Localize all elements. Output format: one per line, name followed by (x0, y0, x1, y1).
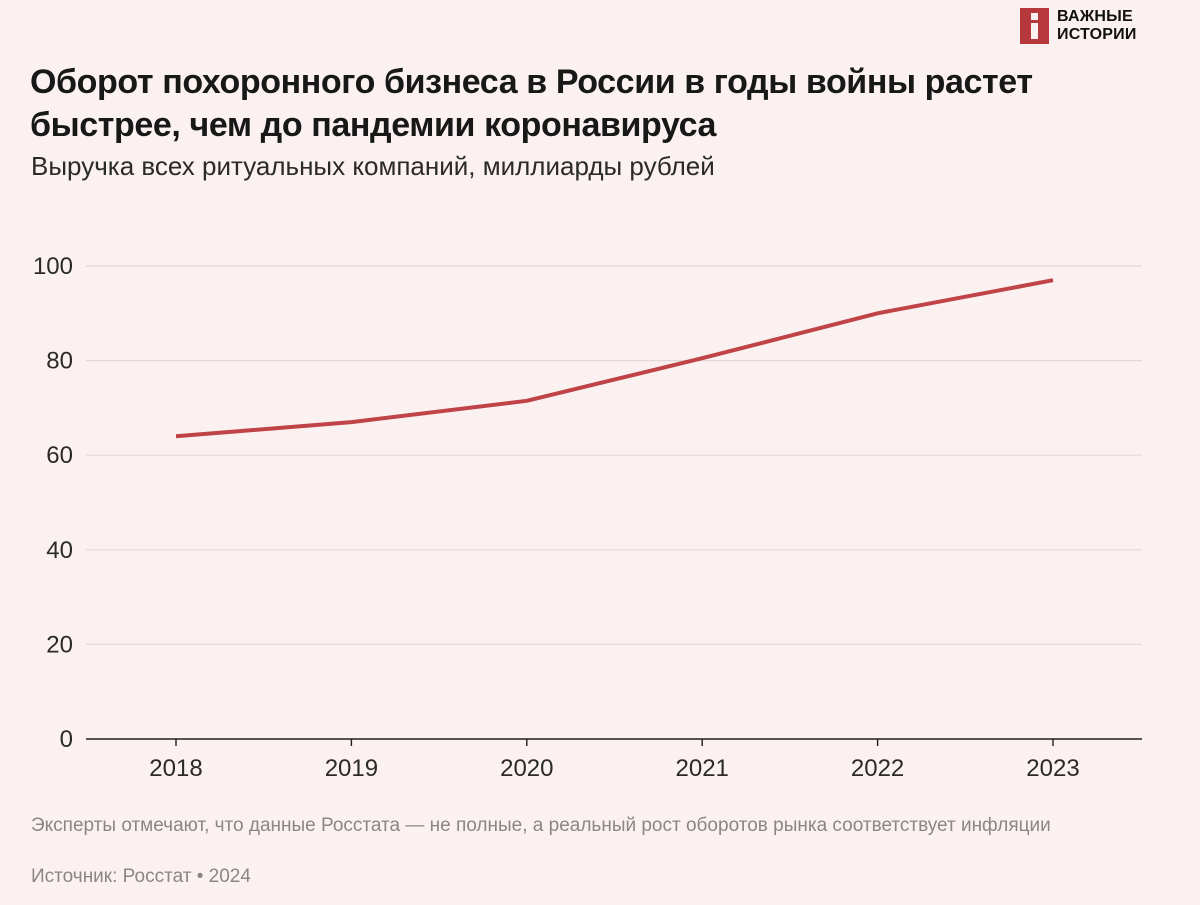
y-axis-labels: 0 20 40 60 80 100 (33, 253, 73, 753)
series-line-0 (175, 278, 1054, 439)
x-axis (86, 738, 1142, 746)
info-icon (1020, 8, 1049, 44)
source-note: Источник: Росстат • 2024 (31, 866, 251, 887)
x-tick-label-2021: 2021 (676, 755, 729, 782)
brand-logo-line2: ИСТОРИИ (1057, 26, 1137, 43)
y-tick-label-0: 0 (60, 726, 73, 753)
y-tick-label-20: 20 (46, 631, 73, 658)
x-tick-label-2022: 2022 (851, 755, 904, 782)
y-tick-label-40: 40 (46, 537, 73, 564)
x-tick-label-2018: 2018 (149, 755, 202, 782)
footnote: Эксперты отмечают, что данные Росстата —… (31, 815, 1051, 836)
gridlines (86, 265, 1142, 646)
y-tick-label-80: 80 (46, 348, 73, 375)
chart-title: Оборот похоронного бизнеса в России в го… (30, 63, 1033, 144)
chart-subtitle: Выручка всех ритуальных компаний, миллиа… (31, 151, 715, 181)
x-tick-label-2019: 2019 (325, 755, 378, 782)
brand-logo-line1: ВАЖНЫЕ (1057, 8, 1133, 25)
brand-logo: ВАЖНЫЕ ИСТОРИИ (1020, 8, 1172, 48)
y-tick-label-100: 100 (33, 253, 73, 280)
x-tick-label-2023: 2023 (1026, 755, 1079, 782)
y-tick-label-60: 60 (46, 442, 73, 469)
brand-logo-text: ВАЖНЫЕ ИСТОРИИ (1057, 8, 1137, 44)
x-tick-label-2020: 2020 (500, 755, 553, 782)
series (175, 278, 1054, 439)
x-axis-labels: 2018 2019 2020 2021 2022 2023 (149, 755, 1079, 782)
